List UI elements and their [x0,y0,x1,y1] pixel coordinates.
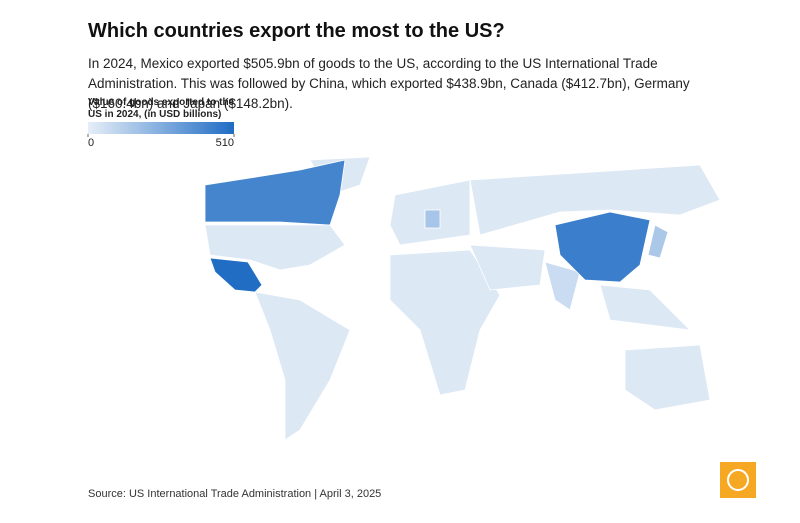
legend-tick-label: 510 [216,137,234,149]
source: Source: US International Trade Administr… [88,488,382,500]
legend-tick-label: 0 [88,137,94,149]
base-land [204,156,721,441]
legend-gradient [88,122,234,134]
country [209,257,263,293]
legend-title: Value of goods exported to the US in 202… [88,97,235,120]
country [554,211,651,283]
country [424,209,441,229]
country [204,159,346,226]
subtitle: In 2024, Mexico exported $505.9bn of goo… [88,56,690,111]
title: Which countries export the most to the U… [88,20,505,42]
logo [720,462,756,498]
country [647,224,669,259]
